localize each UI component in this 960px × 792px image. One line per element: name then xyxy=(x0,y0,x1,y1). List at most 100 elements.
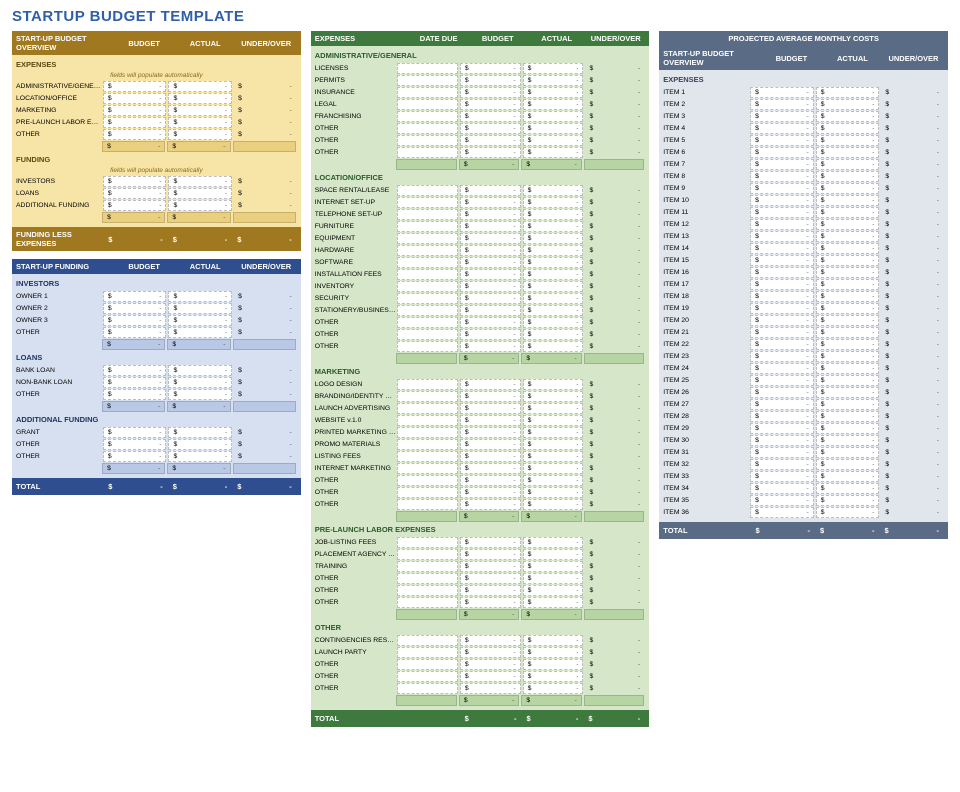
cell-budget[interactable]: $- xyxy=(750,327,814,338)
cell-datedue[interactable] xyxy=(397,647,458,658)
cell-underover[interactable]: $- xyxy=(585,683,644,694)
cell-budget[interactable]: $- xyxy=(750,315,814,326)
cell-datedue[interactable] xyxy=(397,293,458,304)
cell-underover[interactable]: $- xyxy=(234,81,296,92)
cell-underover[interactable]: $- xyxy=(881,231,943,242)
cell-budget[interactable]: $- xyxy=(750,183,814,194)
cell-budget[interactable]: $- xyxy=(103,188,167,199)
cell-underover[interactable]: $- xyxy=(585,185,644,196)
cell-budget[interactable]: $- xyxy=(460,209,521,220)
cell-budget[interactable]: $- xyxy=(460,185,521,196)
cell-budget[interactable]: $- xyxy=(460,439,521,450)
cell-datedue[interactable] xyxy=(397,221,458,232)
cell-datedue[interactable] xyxy=(397,585,458,596)
cell-underover[interactable]: $- xyxy=(881,471,943,482)
cell-underover[interactable]: $- xyxy=(881,183,943,194)
subtotal-budget[interactable]: $- xyxy=(102,463,165,474)
cell-underover[interactable]: $- xyxy=(234,105,296,116)
cell-budget[interactable]: $- xyxy=(750,279,814,290)
cell-datedue[interactable] xyxy=(397,281,458,292)
cell-datedue[interactable] xyxy=(397,439,458,450)
cell-actual[interactable]: $- xyxy=(523,683,584,694)
cell-budget[interactable]: $- xyxy=(460,63,521,74)
cell-budget[interactable]: $- xyxy=(750,387,814,398)
cell-budget[interactable]: $- xyxy=(750,291,814,302)
cell-underover[interactable]: $- xyxy=(585,561,644,572)
cell-underover[interactable]: $- xyxy=(585,269,644,280)
cell-budget[interactable]: $- xyxy=(103,129,167,140)
cell-datedue[interactable] xyxy=(397,233,458,244)
cell-actual[interactable]: $- xyxy=(168,427,232,438)
cell-budget[interactable]: $- xyxy=(460,427,521,438)
cell-underover[interactable]: $- xyxy=(585,439,644,450)
cell-budget[interactable]: $- xyxy=(460,305,521,316)
cell-budget[interactable]: $- xyxy=(460,379,521,390)
cell-budget[interactable]: $- xyxy=(750,459,814,470)
cell-underover[interactable]: $- xyxy=(234,451,296,462)
cell-datedue[interactable] xyxy=(397,329,458,340)
cell-underover[interactable]: $- xyxy=(881,99,943,110)
cell-datedue[interactable] xyxy=(397,75,458,86)
cell-budget[interactable]: $- xyxy=(460,87,521,98)
cell-actual[interactable]: $- xyxy=(523,487,584,498)
cell-underover[interactable]: $- xyxy=(881,243,943,254)
cell-underover[interactable]: $- xyxy=(881,291,943,302)
subtotal-budget[interactable]: $- xyxy=(102,339,165,350)
cell-actual[interactable]: $- xyxy=(523,269,584,280)
cell-datedue[interactable] xyxy=(397,341,458,352)
cell-underover[interactable]: $- xyxy=(881,267,943,278)
cell-actual[interactable]: $- xyxy=(816,411,880,422)
cell-underover[interactable]: $- xyxy=(585,549,644,560)
cell-underover[interactable]: $- xyxy=(585,63,644,74)
cell-budget[interactable]: $- xyxy=(750,207,814,218)
cell-actual[interactable]: $- xyxy=(168,451,232,462)
cell-underover[interactable]: $- xyxy=(881,387,943,398)
cell-underover[interactable]: $- xyxy=(585,305,644,316)
cell-budget[interactable]: $- xyxy=(460,573,521,584)
cell-underover[interactable]: $- xyxy=(585,597,644,608)
cell-actual[interactable]: $- xyxy=(168,176,232,187)
cell-actual[interactable]: $- xyxy=(523,293,584,304)
cell-actual[interactable]: $- xyxy=(816,483,880,494)
cell-datedue[interactable] xyxy=(397,87,458,98)
cell-datedue[interactable] xyxy=(397,463,458,474)
cell-actual[interactable]: $- xyxy=(816,147,880,158)
cell-underover[interactable]: $- xyxy=(234,439,296,450)
cell-underover[interactable]: $- xyxy=(585,111,644,122)
cell-underover[interactable]: $- xyxy=(234,176,296,187)
cell-datedue[interactable] xyxy=(397,305,458,316)
cell-actual[interactable]: $- xyxy=(523,221,584,232)
cell-actual[interactable]: $- xyxy=(523,317,584,328)
cell-actual[interactable]: $- xyxy=(816,327,880,338)
cell-underover[interactable]: $- xyxy=(585,293,644,304)
cell-underover[interactable]: $- xyxy=(585,451,644,462)
cell-budget[interactable]: $- xyxy=(460,257,521,268)
cell-underover[interactable]: $- xyxy=(585,197,644,208)
cell-actual[interactable]: $- xyxy=(523,573,584,584)
cell-budget[interactable]: $- xyxy=(750,267,814,278)
cell-actual[interactable]: $- xyxy=(816,399,880,410)
cell-budget[interactable]: $- xyxy=(750,495,814,506)
cell-budget[interactable]: $- xyxy=(750,195,814,206)
cell-actual[interactable]: $- xyxy=(523,415,584,426)
cell-budget[interactable]: $- xyxy=(460,329,521,340)
cell-datedue[interactable] xyxy=(397,573,458,584)
cell-budget[interactable]: $- xyxy=(103,427,167,438)
subtotal-budget[interactable]: $- xyxy=(459,159,519,170)
cell-budget[interactable]: $- xyxy=(460,499,521,510)
cell-underover[interactable]: $- xyxy=(585,635,644,646)
cell-actual[interactable]: $- xyxy=(523,245,584,256)
cell-datedue[interactable] xyxy=(397,379,458,390)
cell-budget[interactable]: $- xyxy=(750,483,814,494)
cell-budget[interactable]: $- xyxy=(460,487,521,498)
cell-actual[interactable]: $- xyxy=(523,305,584,316)
cell-underover[interactable]: $- xyxy=(881,111,943,122)
subtotal-actual[interactable]: $- xyxy=(167,141,230,152)
cell-budget[interactable]: $- xyxy=(103,200,167,211)
cell-underover[interactable]: $- xyxy=(881,147,943,158)
cell-budget[interactable]: $- xyxy=(103,365,167,376)
cell-underover[interactable]: $- xyxy=(585,317,644,328)
cell-budget[interactable]: $- xyxy=(460,415,521,426)
cell-underover[interactable]: $- xyxy=(585,537,644,548)
cell-actual[interactable]: $- xyxy=(816,435,880,446)
